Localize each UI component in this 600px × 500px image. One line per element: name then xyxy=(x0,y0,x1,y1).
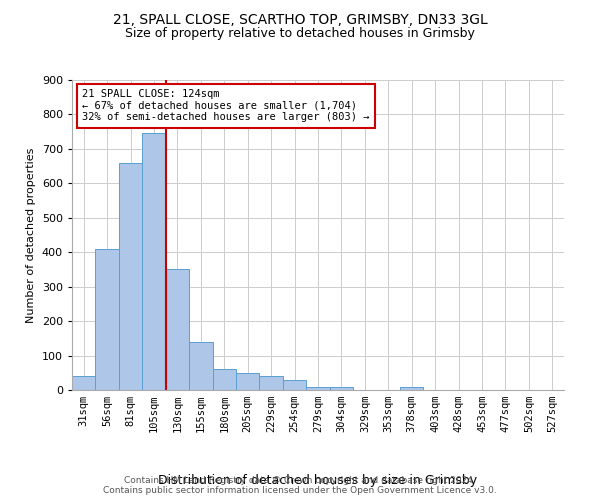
Bar xyxy=(400,386,424,390)
Bar xyxy=(283,380,306,390)
Text: Contains HM Land Registry data © Crown copyright and database right 2024.
Contai: Contains HM Land Registry data © Crown c… xyxy=(103,476,497,495)
Bar xyxy=(166,270,189,390)
Text: 21 SPALL CLOSE: 124sqm
← 67% of detached houses are smaller (1,704)
32% of semi-: 21 SPALL CLOSE: 124sqm ← 67% of detached… xyxy=(82,90,370,122)
Bar xyxy=(189,342,212,390)
X-axis label: Distribution of detached houses by size in Grimsby: Distribution of detached houses by size … xyxy=(158,474,478,487)
Y-axis label: Number of detached properties: Number of detached properties xyxy=(26,148,36,322)
Bar xyxy=(95,249,119,390)
Text: Size of property relative to detached houses in Grimsby: Size of property relative to detached ho… xyxy=(125,28,475,40)
Bar xyxy=(72,376,95,390)
Text: 21, SPALL CLOSE, SCARTHO TOP, GRIMSBY, DN33 3GL: 21, SPALL CLOSE, SCARTHO TOP, GRIMSBY, D… xyxy=(113,12,487,26)
Bar xyxy=(142,134,166,390)
Bar xyxy=(259,376,283,390)
Bar xyxy=(330,386,353,390)
Bar xyxy=(119,162,142,390)
Bar xyxy=(236,373,259,390)
Bar xyxy=(306,386,330,390)
Bar xyxy=(212,370,236,390)
